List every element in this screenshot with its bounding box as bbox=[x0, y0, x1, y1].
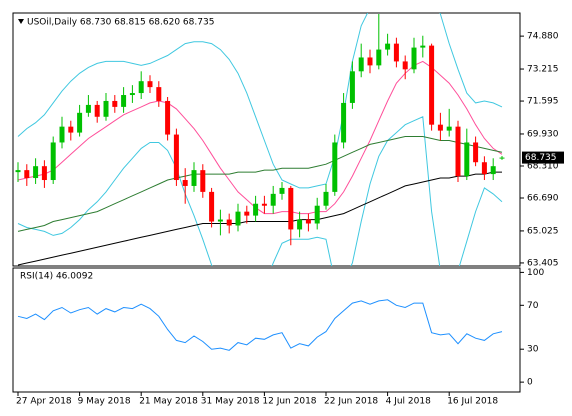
candle-body bbox=[314, 205, 320, 224]
candle-body bbox=[358, 57, 364, 72]
candle-body bbox=[393, 43, 399, 62]
candle-body bbox=[85, 104, 91, 113]
chart-title: USOil,Daily 68.730 68.815 68.620 68.735 bbox=[27, 18, 214, 28]
candle-body bbox=[138, 81, 144, 94]
indicator-line bbox=[17, 13, 503, 189]
y-tick-label: 66.690 bbox=[527, 194, 559, 204]
candle-body bbox=[270, 193, 276, 206]
candle-body bbox=[24, 170, 30, 179]
candle-body bbox=[349, 71, 355, 103]
candle-body bbox=[200, 170, 206, 192]
x-tick-label: 12 Jun 2018 bbox=[262, 397, 316, 407]
candle-body bbox=[446, 126, 452, 131]
indicator-line bbox=[17, 60, 503, 215]
candle-body bbox=[209, 191, 215, 222]
x-tick-label: 31 May 2018 bbox=[201, 397, 260, 407]
candle-body bbox=[411, 47, 417, 70]
y-tick-label: 71.595 bbox=[527, 97, 559, 107]
indicator-line bbox=[17, 171, 502, 266]
last-price-box bbox=[522, 151, 564, 164]
indicator-line bbox=[17, 136, 503, 232]
y-tick-label: 100 bbox=[527, 268, 544, 278]
candle-body bbox=[253, 203, 259, 216]
candle-body bbox=[481, 162, 487, 175]
candle-body bbox=[455, 126, 461, 177]
y-tick-label: 70 bbox=[527, 301, 539, 311]
y-tick-label: 63.405 bbox=[527, 258, 559, 268]
candle-body bbox=[499, 157, 505, 159]
last-price-label: 68.735 bbox=[525, 153, 557, 163]
candle-body bbox=[261, 203, 267, 206]
rsi-title: RSI(14) 46.0092 bbox=[20, 272, 93, 282]
x-tick-label: 9 May 2018 bbox=[78, 397, 131, 407]
axes: 74.880 73.215 71.595 69.930 68.310 66.690 65.0… bbox=[16, 32, 564, 407]
candle-body bbox=[244, 211, 250, 216]
candle-body bbox=[490, 166, 496, 175]
candle-body bbox=[94, 104, 100, 117]
x-tick-label: 4 Jul 2018 bbox=[386, 397, 431, 407]
candle-body bbox=[473, 142, 479, 163]
candle-body bbox=[402, 61, 408, 70]
candle-body bbox=[15, 170, 21, 173]
candle-body bbox=[305, 219, 311, 224]
x-tick-label: 27 Apr 2018 bbox=[16, 397, 72, 407]
candle-body bbox=[112, 100, 118, 107]
rsi-panel bbox=[12, 267, 521, 393]
candle-body bbox=[173, 134, 179, 181]
y-tick-label: 73.215 bbox=[527, 65, 559, 75]
x-tick-label: 21 May 2018 bbox=[139, 397, 198, 407]
candle-body bbox=[129, 93, 135, 96]
candle-body bbox=[341, 102, 347, 143]
candle-body bbox=[147, 81, 153, 88]
price-plot bbox=[15, 13, 505, 266]
y-tick-label: 68.310 bbox=[527, 161, 559, 171]
candle-body bbox=[50, 142, 56, 181]
candle-body bbox=[182, 180, 188, 186]
candle-body bbox=[165, 100, 171, 135]
rsi-plot bbox=[17, 299, 503, 351]
y-tick-label: 0 bbox=[527, 378, 533, 388]
y-tick-label: 65.025 bbox=[527, 226, 559, 236]
candle-body bbox=[464, 142, 470, 177]
candle-body bbox=[59, 126, 65, 143]
candle-body bbox=[77, 112, 83, 133]
y-tick-label: 69.930 bbox=[527, 129, 559, 139]
x-tick-label: 22 Jun 2018 bbox=[324, 397, 378, 407]
candle-body bbox=[33, 166, 39, 179]
candle-body bbox=[297, 219, 303, 230]
candle-body bbox=[41, 166, 47, 181]
price-panel bbox=[12, 12, 521, 267]
candle-body bbox=[226, 219, 232, 226]
y-tick-label: 74.880 bbox=[527, 32, 559, 42]
indicator-line bbox=[17, 116, 503, 266]
candle-body bbox=[376, 49, 382, 66]
x-tick-label: 16 Jul 2018 bbox=[447, 397, 498, 407]
candle-body bbox=[156, 87, 162, 101]
candle-body bbox=[429, 45, 435, 125]
candle-body bbox=[437, 124, 443, 131]
candle-body bbox=[235, 211, 241, 226]
candle-body bbox=[367, 57, 373, 66]
candle-body bbox=[103, 100, 109, 117]
rsi-line bbox=[17, 299, 503, 351]
candle-body bbox=[279, 187, 285, 194]
menu-triangle bbox=[18, 19, 24, 24]
candle-body bbox=[288, 187, 294, 230]
candle-body bbox=[121, 95, 127, 107]
y-tick-label: 30 bbox=[527, 345, 539, 355]
candle-body bbox=[68, 126, 74, 133]
candle-body bbox=[385, 43, 391, 50]
candle-body bbox=[191, 170, 197, 186]
candle-body bbox=[323, 191, 329, 206]
candle-body bbox=[420, 45, 426, 48]
candle-body bbox=[332, 142, 338, 192]
candle-body bbox=[217, 219, 223, 222]
